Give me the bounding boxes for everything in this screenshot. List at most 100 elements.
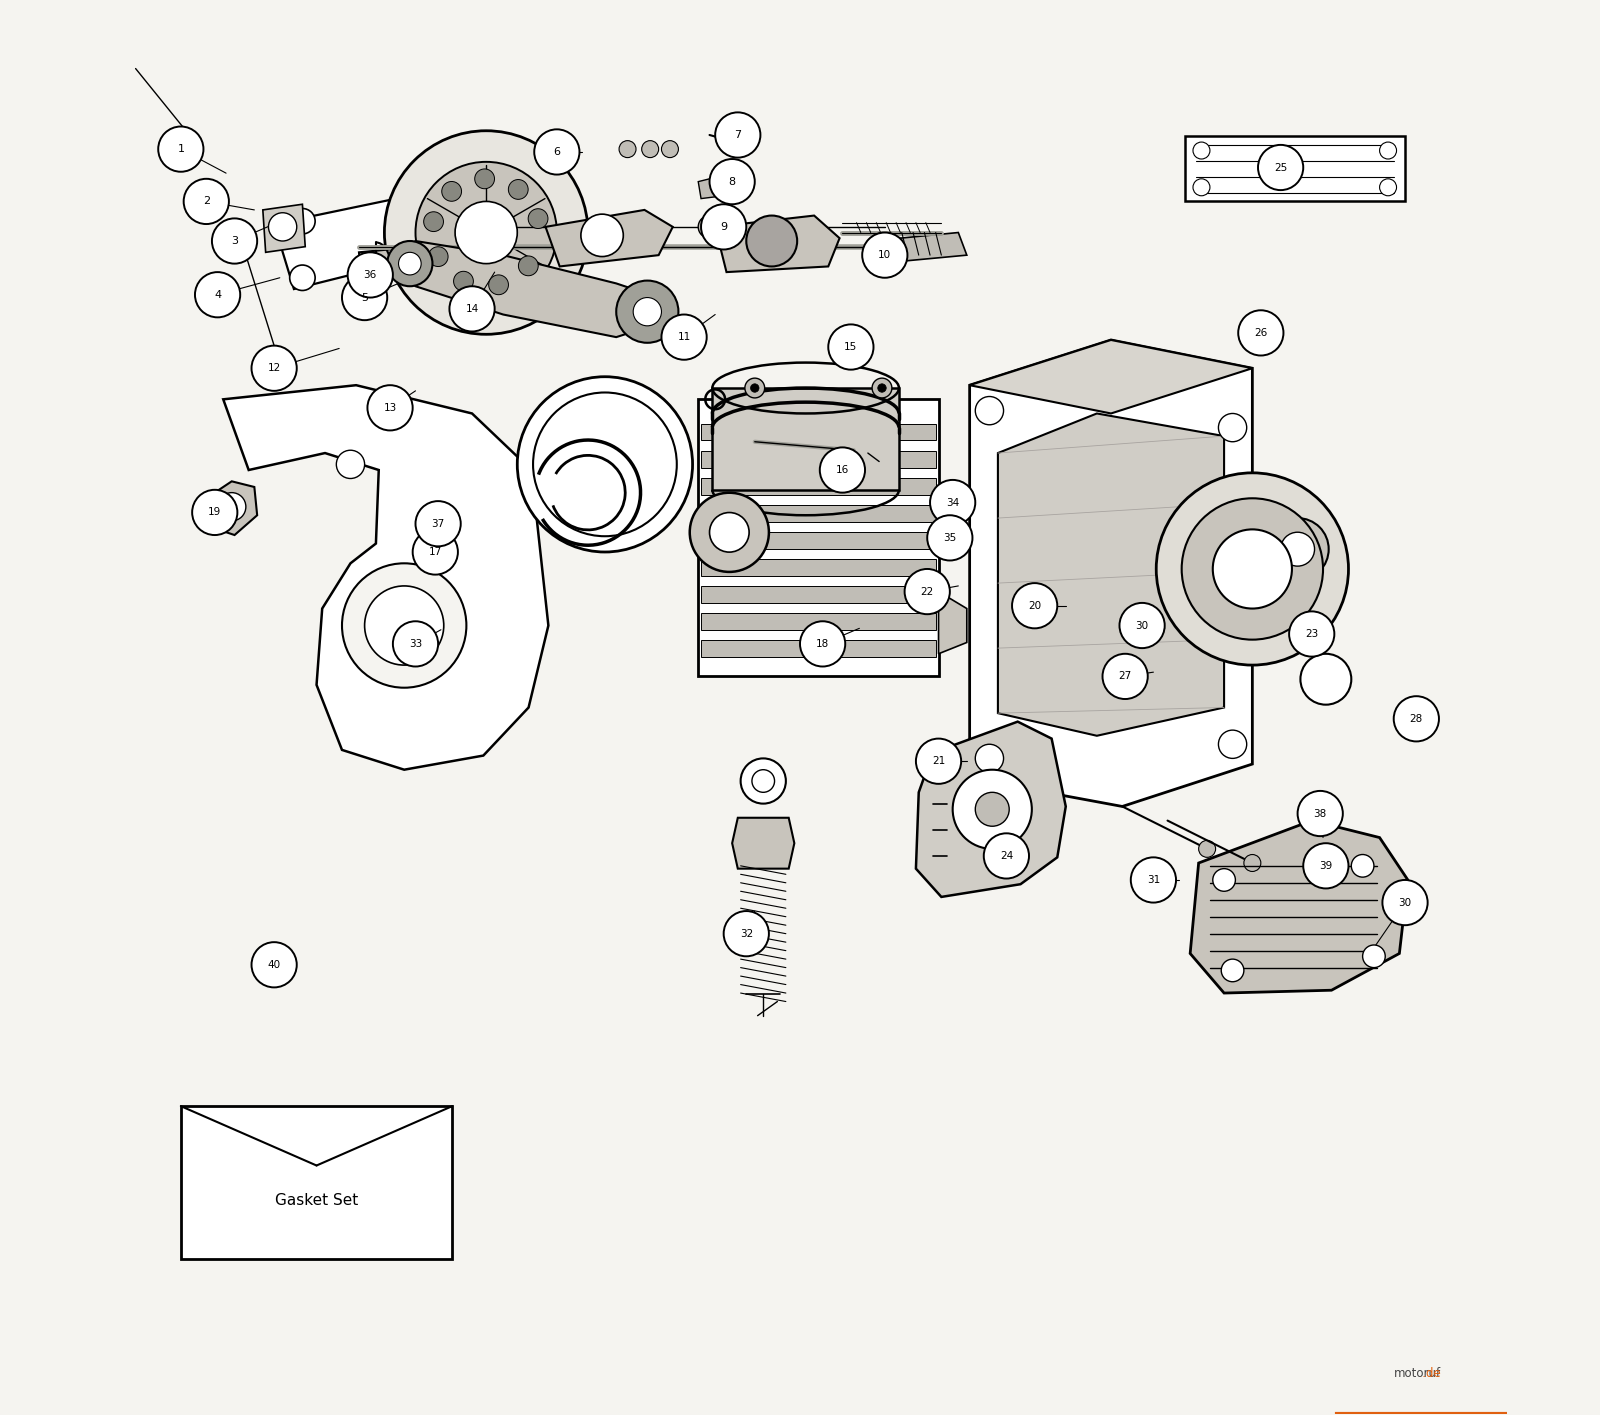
Polygon shape xyxy=(701,423,936,440)
Circle shape xyxy=(453,272,474,291)
Circle shape xyxy=(1213,869,1235,891)
Circle shape xyxy=(1221,959,1243,982)
Text: 7: 7 xyxy=(734,130,741,140)
Text: 19: 19 xyxy=(208,508,221,518)
Text: 22: 22 xyxy=(920,587,934,597)
Polygon shape xyxy=(701,586,936,603)
Text: 15: 15 xyxy=(845,342,858,352)
Circle shape xyxy=(619,140,637,157)
Circle shape xyxy=(915,739,962,784)
Circle shape xyxy=(976,396,1003,424)
Circle shape xyxy=(1363,945,1386,968)
Circle shape xyxy=(800,621,845,666)
Polygon shape xyxy=(701,450,936,467)
Polygon shape xyxy=(274,181,486,289)
Text: 39: 39 xyxy=(1320,860,1333,870)
Text: 26: 26 xyxy=(1254,328,1267,338)
Polygon shape xyxy=(870,232,966,263)
Circle shape xyxy=(1280,532,1315,566)
Text: 23: 23 xyxy=(1306,630,1318,640)
Text: 17: 17 xyxy=(429,548,442,558)
Circle shape xyxy=(1013,583,1058,628)
Text: 33: 33 xyxy=(410,640,422,649)
Circle shape xyxy=(509,180,528,200)
Circle shape xyxy=(1219,413,1246,441)
Circle shape xyxy=(518,256,538,276)
Circle shape xyxy=(952,770,1032,849)
Circle shape xyxy=(1182,498,1323,640)
Circle shape xyxy=(416,501,461,546)
Polygon shape xyxy=(181,1107,453,1259)
Circle shape xyxy=(698,215,722,238)
Text: 13: 13 xyxy=(384,403,397,413)
Circle shape xyxy=(862,232,907,277)
Circle shape xyxy=(746,215,797,266)
Text: 30: 30 xyxy=(1398,897,1411,907)
Circle shape xyxy=(715,112,760,157)
Circle shape xyxy=(984,833,1029,879)
Circle shape xyxy=(750,383,758,392)
Circle shape xyxy=(398,252,421,275)
Circle shape xyxy=(1379,178,1397,195)
Text: 9: 9 xyxy=(720,222,728,232)
Circle shape xyxy=(387,241,432,286)
Text: 10: 10 xyxy=(878,250,891,260)
Text: 24: 24 xyxy=(1000,850,1013,860)
Polygon shape xyxy=(715,215,840,272)
Text: 12: 12 xyxy=(267,364,280,374)
Text: 21: 21 xyxy=(931,756,946,766)
Circle shape xyxy=(454,177,478,202)
Circle shape xyxy=(424,212,443,232)
Circle shape xyxy=(904,569,950,614)
Circle shape xyxy=(342,563,466,688)
Circle shape xyxy=(930,480,976,525)
Circle shape xyxy=(723,911,770,957)
Text: 6: 6 xyxy=(554,147,560,157)
Circle shape xyxy=(690,492,770,572)
Circle shape xyxy=(158,126,203,171)
Polygon shape xyxy=(698,399,939,676)
Circle shape xyxy=(1352,855,1374,877)
Text: 38: 38 xyxy=(1314,808,1326,818)
Polygon shape xyxy=(701,559,936,576)
Circle shape xyxy=(184,178,229,224)
Circle shape xyxy=(928,515,973,560)
Circle shape xyxy=(976,792,1010,826)
Polygon shape xyxy=(733,818,794,869)
Circle shape xyxy=(661,140,678,157)
Circle shape xyxy=(829,324,874,369)
Text: 8: 8 xyxy=(728,177,736,187)
Polygon shape xyxy=(915,722,1066,897)
Text: 1: 1 xyxy=(178,144,184,154)
Text: 30: 30 xyxy=(1136,621,1149,631)
Circle shape xyxy=(488,275,509,294)
Polygon shape xyxy=(358,241,480,280)
Circle shape xyxy=(384,130,587,334)
Polygon shape xyxy=(1190,821,1408,993)
Text: 2: 2 xyxy=(203,197,210,207)
Circle shape xyxy=(475,168,494,188)
Text: 5: 5 xyxy=(362,293,368,303)
Polygon shape xyxy=(970,340,1253,807)
Polygon shape xyxy=(262,204,306,252)
Text: 16: 16 xyxy=(835,466,850,475)
Circle shape xyxy=(368,385,413,430)
Polygon shape xyxy=(701,505,936,522)
Circle shape xyxy=(1267,518,1328,580)
Text: 32: 32 xyxy=(739,928,754,938)
Circle shape xyxy=(1131,857,1176,903)
Circle shape xyxy=(450,286,494,331)
Circle shape xyxy=(1219,730,1246,758)
Circle shape xyxy=(1290,611,1334,657)
Polygon shape xyxy=(970,340,1253,413)
Circle shape xyxy=(336,450,365,478)
Text: 11: 11 xyxy=(677,333,691,342)
Polygon shape xyxy=(1184,136,1405,201)
Circle shape xyxy=(1120,603,1165,648)
Polygon shape xyxy=(998,413,1224,736)
Text: 35: 35 xyxy=(944,533,957,543)
Text: 40: 40 xyxy=(267,959,280,969)
Text: 4: 4 xyxy=(214,290,221,300)
Circle shape xyxy=(1382,880,1427,925)
Circle shape xyxy=(709,158,755,204)
